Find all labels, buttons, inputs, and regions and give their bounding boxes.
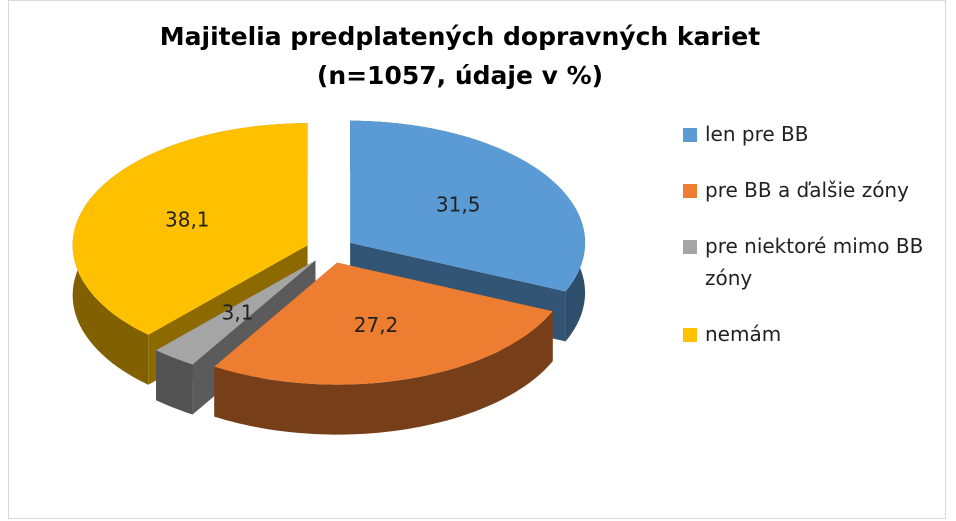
- legend-item: len pre BB: [683, 118, 933, 150]
- legend-label: pre BB a ďalšie zóny: [705, 178, 909, 202]
- legend-item: nemám: [683, 318, 933, 350]
- data-label: 27,2: [354, 313, 399, 337]
- legend-item: pre niektoré mimo BB zóny: [683, 230, 933, 294]
- legend-label: pre niektoré mimo BB zóny: [705, 234, 924, 290]
- legend-swatch: [683, 128, 697, 142]
- legend-swatch: [683, 240, 697, 254]
- legend-item: pre BB a ďalšie zóny: [683, 174, 933, 206]
- slice-wall: [156, 350, 193, 415]
- legend-label: nemám: [705, 322, 782, 346]
- slice: [214, 262, 553, 385]
- data-label: 31,5: [436, 192, 481, 216]
- data-label: 38,1: [165, 207, 210, 231]
- slice: [156, 260, 316, 365]
- slice: [72, 123, 308, 335]
- slice: [350, 120, 586, 292]
- slice-wall: [214, 311, 553, 435]
- slice-side: [156, 260, 316, 401]
- chart-frame: [8, 0, 946, 519]
- legend-label: len pre BB: [705, 122, 809, 146]
- legend: len pre BB pre BB a ďalšie zóny pre niekto…: [683, 118, 933, 374]
- chart-subtitle: (n=1057, údaje v %): [317, 61, 603, 90]
- chart-title: Majitelia predplatených dopravných karie…: [160, 22, 760, 51]
- data-label: 3,1: [222, 301, 254, 325]
- legend-swatch: [683, 184, 697, 198]
- legend-swatch: [683, 328, 697, 342]
